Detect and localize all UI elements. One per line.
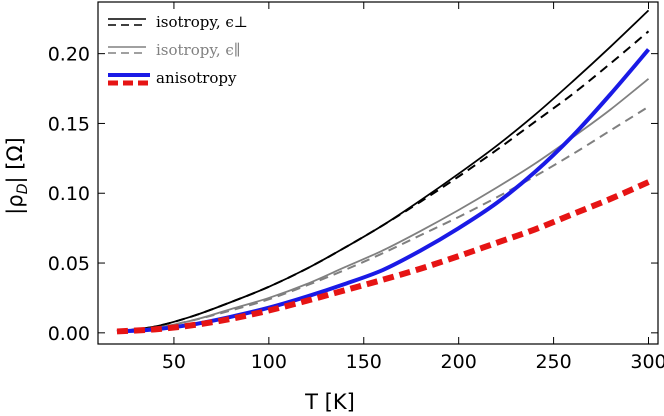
y-axis-title-suffix: | [Ω] [3,137,28,183]
legend-label: isotropy, ϵ∥ [156,41,241,59]
series-line-4 [116,48,651,334]
legend-label: isotropy, ϵ⊥ [156,13,248,31]
plot-frame [97,1,659,345]
x-tick-label: 150 [346,351,382,373]
series-line-3 [116,105,650,333]
y-axis-title: |ρD| [Ω] [3,137,31,214]
y-axis-title-sub: D [15,183,31,194]
legend: isotropy, ϵ⊥ isotropy, ϵ∥ anisotropy [108,13,248,87]
series-line-2 [116,78,650,333]
ticks: 50 100 150 200 250 300 0.00 0.05 0.10 0.15 0.20 [48,2,664,373]
x-tick-label: 300 [630,351,664,373]
x-tick-label: 200 [441,351,477,373]
x-tick-label: 100 [251,351,287,373]
series-layer [116,9,651,335]
y-axis-title-prefix: |ρ [3,194,28,214]
x-tick-label: 250 [535,351,571,373]
y-tick-label: 0.05 [48,253,90,275]
x-tick-label: 50 [162,351,186,373]
y-tick-label: 0.20 [48,44,90,66]
x-axis-title: T [K] [304,390,355,414]
series-line-1 [116,30,650,333]
y-tick-label: 0.00 [48,323,90,345]
y-tick-label: 0.10 [48,183,90,205]
legend-label: anisotropy [156,69,237,87]
y-tick-label: 0.15 [48,113,90,135]
series-line-5 [116,179,650,335]
